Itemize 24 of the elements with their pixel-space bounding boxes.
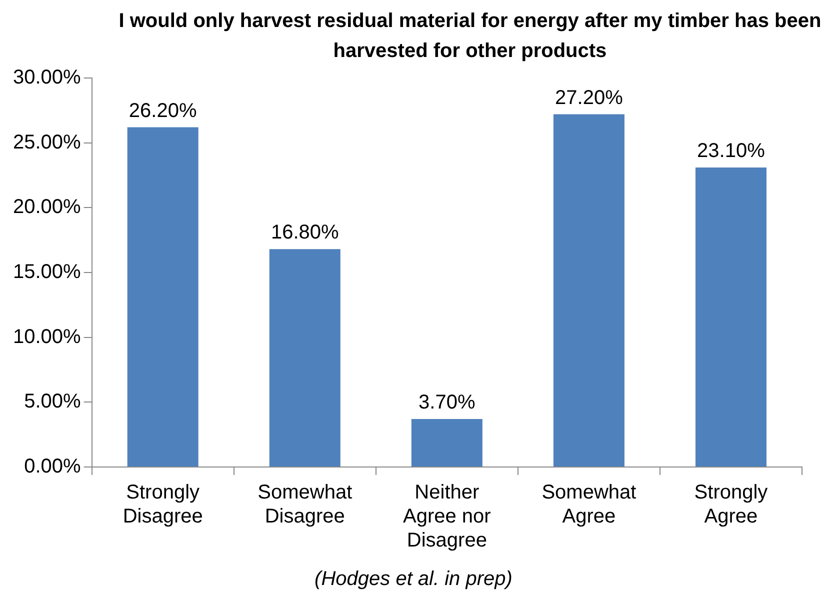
data-label: 27.20% <box>555 86 624 109</box>
y-tick-label: 5.00% <box>24 390 82 413</box>
x-tick-label: Strongly Agree <box>694 482 768 528</box>
data-label: 23.10% <box>697 140 766 162</box>
chart-title: I would only harvest residual material for energy after my timber has been harvested for other products <box>118 9 822 64</box>
x-tick-label: Strongly Disagree <box>122 482 203 528</box>
y-tick-label: 30.00% <box>12 66 82 89</box>
y-tick-label: 10.00% <box>12 326 82 348</box>
bar <box>127 127 198 466</box>
bar <box>269 249 340 466</box>
y-tick-label: 15.00% <box>12 261 82 284</box>
bar <box>695 167 766 466</box>
bar <box>411 419 482 466</box>
y-tick-label: 25.00% <box>12 131 82 154</box>
x-tick-label: Neither Agree nor Disagree <box>402 482 492 552</box>
bar <box>553 114 624 466</box>
x-tick-label: Somewhat Agree <box>542 482 637 528</box>
data-label: 26.20% <box>128 100 197 122</box>
x-tick-label: Somewhat Disagree <box>258 482 353 528</box>
text: (Hodges et al. in prep) <box>314 568 514 591</box>
data-label: 16.80% <box>270 222 340 244</box>
y-tick-label: 20.00% <box>12 196 82 218</box>
data-label: 3.70% <box>418 392 476 414</box>
y-tick-label: 0.00% <box>24 456 82 478</box>
